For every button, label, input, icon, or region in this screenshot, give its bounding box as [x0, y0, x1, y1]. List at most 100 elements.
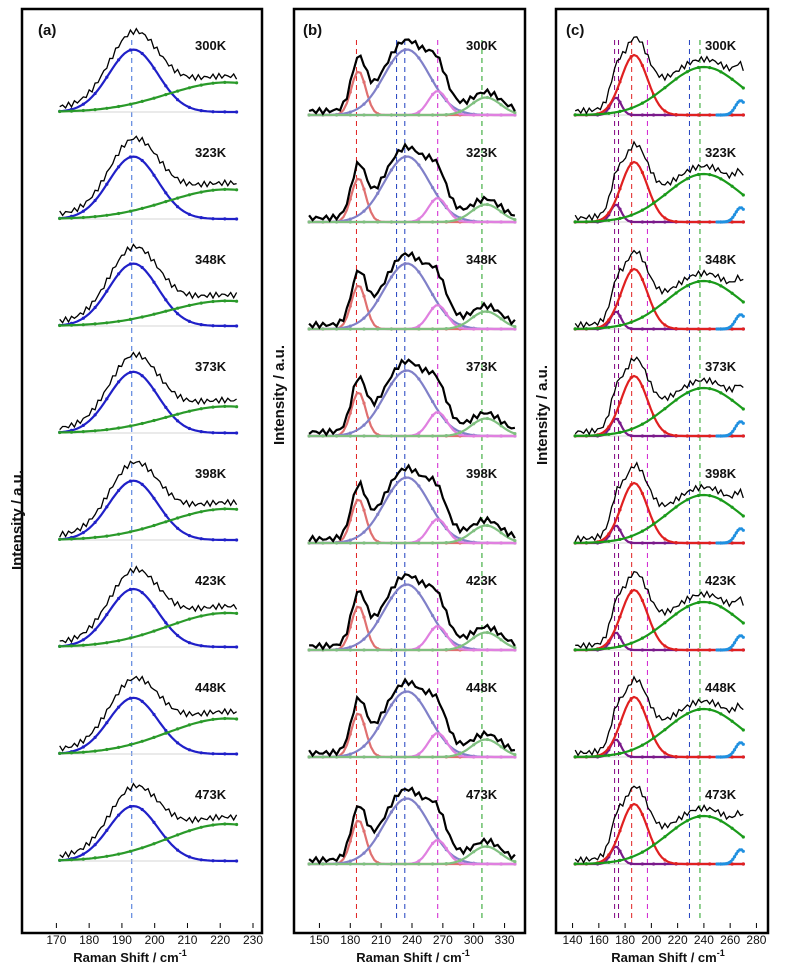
- fit-point: [640, 63, 645, 68]
- fit-point: [164, 298, 168, 302]
- fit-point: [140, 51, 144, 56]
- fit-point: [105, 321, 109, 325]
- fit-point: [105, 534, 109, 538]
- fit-point: [348, 220, 352, 224]
- fit-point: [708, 541, 712, 545]
- fit-point: [403, 327, 407, 331]
- fit-point: [663, 644, 667, 648]
- fit-point: [485, 862, 489, 866]
- fit-point: [663, 755, 667, 759]
- fit-point: [732, 534, 737, 538]
- fit-point: [674, 505, 678, 509]
- fit-point: [389, 703, 393, 707]
- fit-point: [117, 813, 121, 817]
- fit-point: [618, 858, 622, 863]
- fit-point: [596, 112, 600, 116]
- fit-curve-fit-magenta: [309, 197, 515, 224]
- fit-curve-fit-green: [309, 738, 516, 759]
- fit-point: [376, 84, 380, 88]
- temperature-label: 423K: [705, 573, 737, 588]
- fit-point: [696, 386, 701, 391]
- fit-point: [472, 113, 476, 117]
- fit-point: [513, 111, 517, 115]
- fit-point: [607, 104, 611, 108]
- fit-point: [444, 204, 448, 208]
- fit-point: [730, 505, 734, 509]
- fit-point: [431, 199, 435, 203]
- fit-point: [152, 173, 156, 177]
- fit-point: [199, 614, 203, 618]
- temperature-label: 300K: [195, 38, 227, 53]
- fit-point: [674, 184, 678, 188]
- fit-point: [732, 106, 737, 110]
- fit-point: [741, 220, 745, 224]
- fit-point: [235, 611, 239, 616]
- fit-point: [696, 113, 701, 117]
- temperature-label: 423K: [195, 573, 227, 588]
- fit-point: [431, 755, 435, 759]
- fit-point: [164, 191, 168, 195]
- fit-point: [211, 508, 215, 512]
- fit-point: [211, 717, 215, 722]
- fit-point: [444, 327, 448, 331]
- x-axis-label-c: Raman Shift / cm-1: [611, 948, 724, 965]
- fit-point: [499, 327, 503, 331]
- x-tick-label: 150: [309, 933, 329, 947]
- fit-curve-fit-green: [575, 814, 744, 865]
- fit-point: [607, 853, 611, 857]
- fit-point: [362, 209, 366, 213]
- fit-point: [652, 220, 656, 224]
- fit-point: [362, 637, 366, 641]
- fit-point: [117, 380, 121, 384]
- fit-point: [105, 428, 109, 432]
- fit-point: [640, 705, 645, 710]
- fit-point: [348, 304, 352, 308]
- x-tick-label: 170: [46, 933, 66, 947]
- fit-point: [652, 648, 656, 652]
- fit-point: [117, 104, 121, 109]
- fit-point: [81, 750, 85, 754]
- fit-point: [513, 325, 517, 329]
- fit-point: [348, 217, 352, 221]
- fit-point: [731, 322, 735, 326]
- fit-point: [685, 712, 689, 716]
- fit-point: [618, 722, 622, 726]
- fit-point: [128, 743, 132, 747]
- fit-point: [629, 213, 633, 217]
- fit-point: [685, 434, 689, 438]
- fit-point: [362, 530, 366, 534]
- fit-point: [348, 113, 352, 117]
- temperature-label: 348K: [195, 252, 227, 267]
- y-axis-label-b: Intensity / a.u.: [271, 345, 288, 445]
- temperature-label: 423K: [466, 573, 498, 588]
- fit-point: [652, 755, 656, 759]
- fit-point: [223, 507, 227, 511]
- x-tick-label: 200: [145, 933, 165, 947]
- fit-point: [663, 621, 667, 625]
- experimental-spectrum: [574, 356, 744, 436]
- temperature-label: 398K: [466, 466, 498, 481]
- fit-point: [81, 531, 85, 535]
- fit-point: [607, 432, 611, 436]
- fit-point: [663, 862, 667, 866]
- fit-point: [741, 514, 745, 518]
- experimental-spectrum: [574, 36, 744, 115]
- fit-point: [573, 648, 577, 652]
- fit-point: [335, 113, 339, 117]
- fit-point: [307, 862, 311, 866]
- fit-point: [187, 212, 191, 216]
- fit-point: [164, 309, 168, 313]
- fit-point: [69, 109, 74, 113]
- fit-point: [152, 604, 156, 608]
- fit-point: [719, 70, 723, 74]
- fit-point: [117, 272, 121, 276]
- x-tick-label: 200: [641, 933, 661, 947]
- fit-point: [444, 739, 448, 744]
- fit-point: [629, 113, 633, 117]
- fit-point: [211, 823, 215, 827]
- fit-point: [362, 862, 366, 866]
- temperature-label: 473K: [195, 787, 227, 802]
- fit-point: [140, 206, 144, 210]
- fit-point: [663, 86, 667, 90]
- fit-point: [431, 306, 435, 310]
